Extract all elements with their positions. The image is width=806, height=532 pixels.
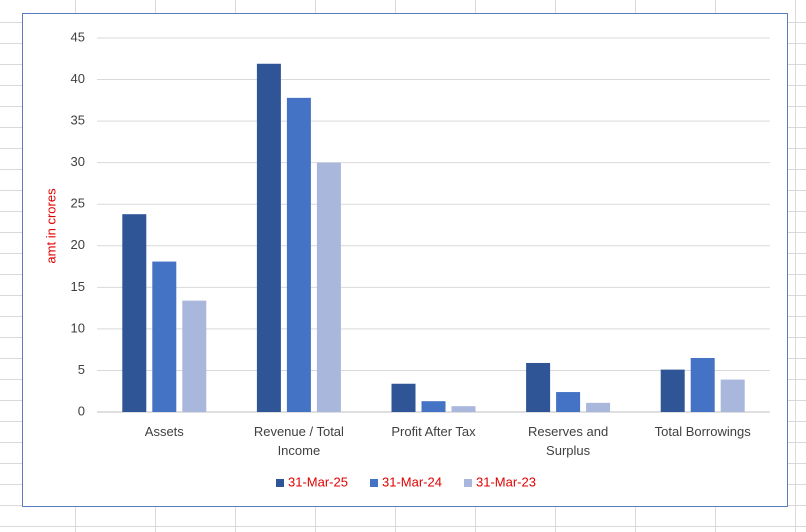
x-tick-label: Profit After Tax [391,424,476,439]
bar [720,379,745,412]
y-tick-label: 40 [71,71,85,86]
y-tick-label: 35 [71,113,85,128]
x-tick-label: Total Borrowings [654,424,751,439]
legend-label: 31-Mar-23 [476,474,536,489]
legend-swatch [370,479,378,487]
y-tick-label: 25 [71,196,85,211]
x-tick-label: Revenue / Total Income [253,424,344,458]
bar [316,162,341,412]
x-tick-label: Assets [144,424,184,439]
y-tick-label: 10 [71,320,85,335]
bar [586,402,611,412]
y-tick-label: 5 [78,362,85,377]
legend-swatch [276,479,284,487]
bar [391,383,416,412]
legend-swatch [464,479,472,487]
y-tick-label: 30 [71,154,85,169]
bar [556,392,581,412]
y-tick-label: 20 [71,237,85,252]
bar [182,300,207,412]
bar [526,362,551,412]
y-tick-label: 45 [71,29,85,44]
bar [256,63,281,413]
bar [286,97,311,412]
x-tick-label: Reserves and Surplus [527,424,609,458]
bar [122,214,147,412]
bar [451,406,476,412]
y-tick-label: 0 [78,403,85,418]
bar [152,261,177,412]
chart-area[interactable] [22,13,788,507]
y-axis-label: amt in crores [43,188,58,264]
legend-label: 31-Mar-24 [382,474,442,489]
bar [421,401,446,412]
bar [690,357,715,412]
bar [660,369,685,412]
y-tick-label: 15 [71,279,85,294]
legend-label: 31-Mar-25 [288,474,348,489]
